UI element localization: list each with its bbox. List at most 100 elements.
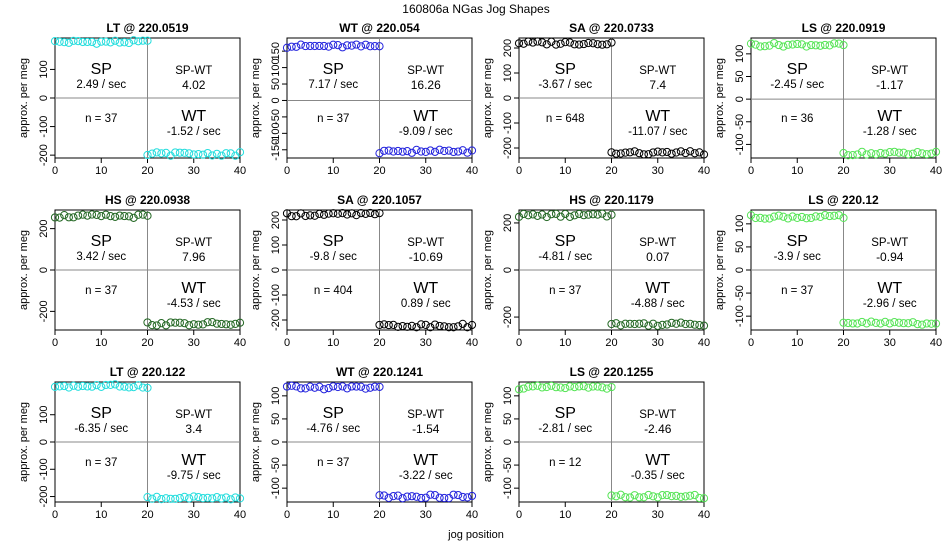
sp-wt-value: -0.94 (876, 250, 904, 264)
sp-data-point (361, 209, 370, 218)
y-tick-label: 50 (270, 413, 282, 425)
sp-data-point (106, 380, 115, 389)
sp-data-point (347, 41, 356, 50)
sp-label: SP (323, 405, 344, 422)
wt-data-point (454, 490, 463, 500)
wt-data-point (908, 149, 917, 158)
wt-data-point (430, 320, 440, 329)
panel-10: WT @ 220.1241 0 10 20 30 40 -100 -50 0 50 100 appro… (250, 365, 478, 521)
wt-data-point (430, 147, 440, 156)
sp-data-point (287, 212, 296, 221)
wt-data-point (417, 493, 426, 503)
sp-data-point (361, 384, 370, 393)
wt-data-point (440, 322, 449, 331)
sp-data-point (528, 38, 537, 47)
sp-label: SP (555, 233, 576, 250)
wt-data-point (393, 491, 403, 500)
sp-data-point (292, 382, 301, 391)
wt-data-point (231, 493, 240, 502)
sp-data-point (375, 208, 384, 218)
sp-data-point (292, 42, 301, 51)
x-tick-label: 10 (95, 165, 107, 177)
wt-data-point (676, 492, 685, 501)
wt-data-point (635, 149, 644, 158)
sp-data-point (69, 36, 78, 45)
y-tick-label: -150 (270, 139, 282, 161)
sp-data-point (83, 382, 92, 391)
sp-data-point (138, 383, 147, 392)
wt-data-point (690, 320, 699, 329)
wt-data-point (375, 491, 384, 500)
sp-data-point (97, 37, 106, 46)
wt-data-point (440, 146, 449, 156)
panel-title: HS @ 220.1179 (569, 193, 654, 207)
wt-data-point (867, 317, 876, 326)
panel-title: SA @ 220.0733 (569, 21, 654, 35)
sp-data-point (329, 40, 338, 49)
sp-wt-label: SP-WT (175, 65, 212, 77)
wt-data-point (894, 318, 904, 327)
sp-data-point (598, 209, 607, 218)
wt-data-point (180, 319, 189, 328)
sp-data-point (528, 210, 537, 219)
y-axis-label: approx. per meg (482, 58, 494, 138)
wt-data-point (152, 148, 161, 157)
sp-data-point (106, 212, 115, 221)
y-tick-label: -100 (270, 284, 282, 306)
wt-data-point (157, 319, 166, 328)
wt-data-point (848, 151, 857, 160)
wt-label: WT (181, 280, 206, 297)
sp-data-point (602, 384, 611, 393)
sp-data-point (333, 382, 342, 392)
sp-data-point (324, 209, 333, 218)
y-tick-label: -200 (38, 300, 50, 322)
x-tick-label: 10 (559, 165, 571, 177)
y-axis-label: approx. per meg (714, 58, 726, 138)
wt-data-point (208, 151, 217, 160)
x-tick-label: 30 (420, 509, 432, 521)
wt-data-point (853, 319, 862, 328)
y-tick-label: 50 (270, 78, 282, 90)
wt-data-point (380, 491, 389, 500)
x-tick-label: 10 (327, 509, 339, 521)
wt-data-point (435, 493, 444, 502)
sp-data-point (579, 39, 588, 49)
sp-data-point (788, 40, 797, 49)
y-tick-label: 50 (734, 241, 746, 253)
sp-data-point (598, 40, 607, 49)
sp-data-point (50, 382, 60, 391)
sp-data-point (607, 38, 616, 47)
sp-wt-label: SP-WT (407, 237, 444, 249)
wt-data-point (676, 318, 685, 327)
sp-data-point (287, 381, 296, 390)
wt-data-point (616, 321, 625, 330)
sp-data-point (106, 38, 115, 47)
sp-data-point (55, 382, 64, 391)
wt-data-point (658, 148, 667, 157)
x-tick-label: 40 (698, 509, 710, 521)
sp-data-point (310, 211, 319, 220)
wt-rate-label: 0.89 / sec (401, 298, 451, 310)
wt-rate-label: -4.88 / sec (631, 298, 685, 310)
wt-data-point (686, 319, 695, 328)
y-tick-label: -200 (38, 144, 50, 166)
wt-data-point (931, 319, 941, 328)
wt-data-point (463, 148, 472, 157)
y-tick-label: -50 (502, 457, 514, 473)
wt-data-point (171, 494, 180, 503)
sp-wt-value: 16.26 (411, 78, 441, 92)
y-axis-label: approx. per meg (250, 230, 262, 310)
wt-data-point (389, 147, 398, 156)
sp-data-point (134, 210, 143, 219)
sp-data-point (101, 210, 110, 219)
y-tick-label: -200 (502, 137, 514, 159)
wt-data-point (152, 321, 161, 330)
wt-data-point (607, 319, 616, 329)
sp-rate-label: -9.8 / sec (310, 251, 358, 263)
sp-data-point (746, 39, 756, 48)
wt-data-point (166, 494, 175, 503)
wt-data-point (681, 492, 690, 501)
sp-data-point (565, 212, 574, 221)
wt-data-point (152, 492, 161, 501)
wt-data-point (235, 148, 245, 157)
